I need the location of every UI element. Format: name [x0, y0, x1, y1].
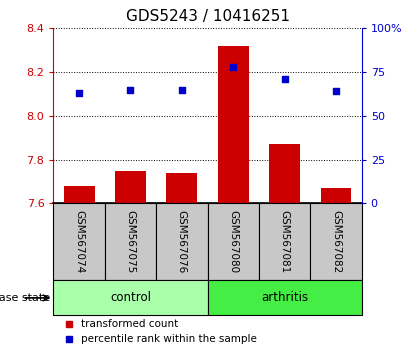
Point	[127, 87, 134, 92]
Bar	[105, 204, 156, 280]
Bar	[310, 204, 362, 280]
Title: GDS5243 / 10416251: GDS5243 / 10416251	[125, 9, 290, 24]
Bar	[53, 204, 105, 280]
Bar	[53, 280, 208, 315]
Text: GSM567081: GSM567081	[279, 210, 290, 274]
Point	[66, 321, 72, 327]
Bar	[64, 186, 95, 204]
Bar	[156, 204, 208, 280]
Point	[281, 76, 288, 82]
Bar	[259, 204, 310, 280]
Text: arthritis: arthritis	[261, 291, 308, 304]
Bar	[208, 280, 362, 315]
Text: transformed count: transformed count	[81, 319, 178, 329]
Text: GSM567082: GSM567082	[331, 210, 341, 274]
Point	[66, 336, 72, 342]
Bar	[115, 171, 146, 204]
Bar	[321, 188, 351, 204]
Bar	[269, 144, 300, 204]
Text: control: control	[110, 291, 151, 304]
Point	[230, 64, 237, 70]
Text: GSM567075: GSM567075	[125, 210, 136, 274]
Point	[178, 87, 185, 92]
Text: GSM567080: GSM567080	[228, 210, 238, 273]
Point	[76, 90, 82, 96]
Text: percentile rank within the sample: percentile rank within the sample	[81, 334, 257, 344]
Bar	[166, 173, 197, 204]
Bar	[218, 46, 249, 204]
Point	[333, 88, 339, 94]
Bar	[208, 204, 259, 280]
Text: disease state: disease state	[0, 293, 50, 303]
Text: GSM567074: GSM567074	[74, 210, 84, 274]
Text: GSM567076: GSM567076	[177, 210, 187, 274]
